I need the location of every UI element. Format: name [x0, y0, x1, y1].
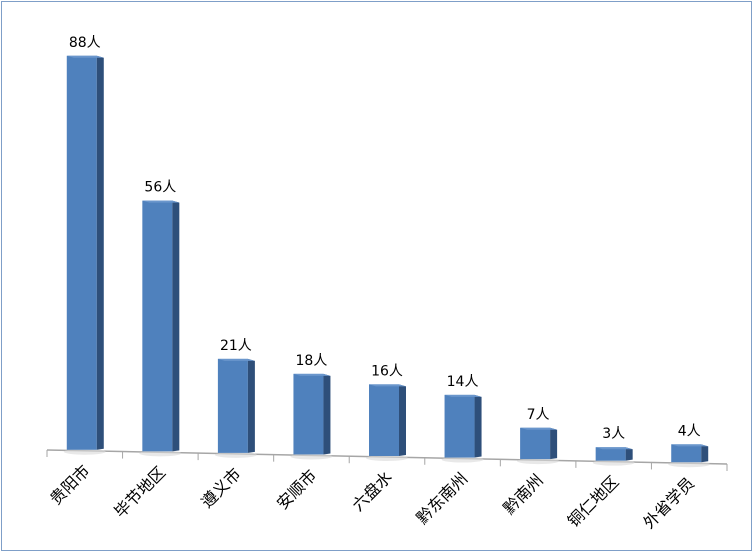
bar [217, 358, 248, 453]
data-label: 7人 [527, 407, 550, 423]
bar [444, 394, 475, 458]
bar-side [399, 384, 406, 456]
bar-side [172, 200, 180, 452]
bar-shadow [139, 450, 182, 457]
x-tick-label: 黔东南州 [413, 469, 472, 528]
bar-shadow [441, 456, 484, 463]
x-tick-label: 遵义市 [197, 464, 244, 511]
bar-side [474, 394, 482, 458]
bar-top [444, 394, 482, 397]
x-tick-label: 安顺市 [273, 466, 320, 513]
bar-top [217, 358, 255, 361]
bar-side [550, 427, 558, 460]
x-tick-label: 贵阳市 [46, 461, 93, 508]
x-tick-label: 黔南州 [500, 471, 547, 518]
bar-top [671, 444, 709, 447]
bar [142, 200, 173, 452]
data-label: 14人 [447, 374, 479, 390]
bar-shadow [63, 448, 106, 455]
bar-top [293, 373, 331, 376]
bar-top [595, 447, 633, 450]
bar-shadow [592, 459, 635, 466]
bar [595, 447, 626, 461]
x-tick-label: 外省学员 [639, 474, 698, 533]
bar [66, 55, 97, 450]
data-label: 18人 [296, 353, 328, 369]
data-label: 88人 [69, 35, 101, 51]
bar [369, 384, 399, 456]
data-label: 21人 [220, 338, 252, 354]
bar-top [520, 427, 558, 430]
data-label: 16人 [371, 363, 403, 379]
data-label: 4人 [678, 423, 701, 439]
bar-side [701, 444, 709, 463]
bar-side [625, 447, 633, 461]
x-tick-label: 六盘水 [348, 467, 395, 514]
data-label: 56人 [144, 180, 176, 196]
bar [520, 427, 551, 460]
bar [671, 444, 702, 463]
bar-shadow [214, 451, 257, 458]
x-tick-label: 毕节地区 [110, 463, 169, 522]
bar-shadow [517, 458, 560, 465]
bar-side [96, 55, 104, 450]
bar-shadow [290, 453, 333, 460]
bar-side [323, 373, 331, 455]
x-tick-label: 铜仁地区 [564, 472, 623, 531]
bar-top [369, 384, 406, 387]
data-label: 3人 [602, 426, 625, 442]
bar-shadow [668, 461, 711, 468]
bar [293, 373, 324, 455]
bar-shadow [366, 455, 408, 461]
bar-top [66, 55, 104, 58]
bar-top [142, 200, 180, 203]
bar-side [247, 358, 255, 453]
